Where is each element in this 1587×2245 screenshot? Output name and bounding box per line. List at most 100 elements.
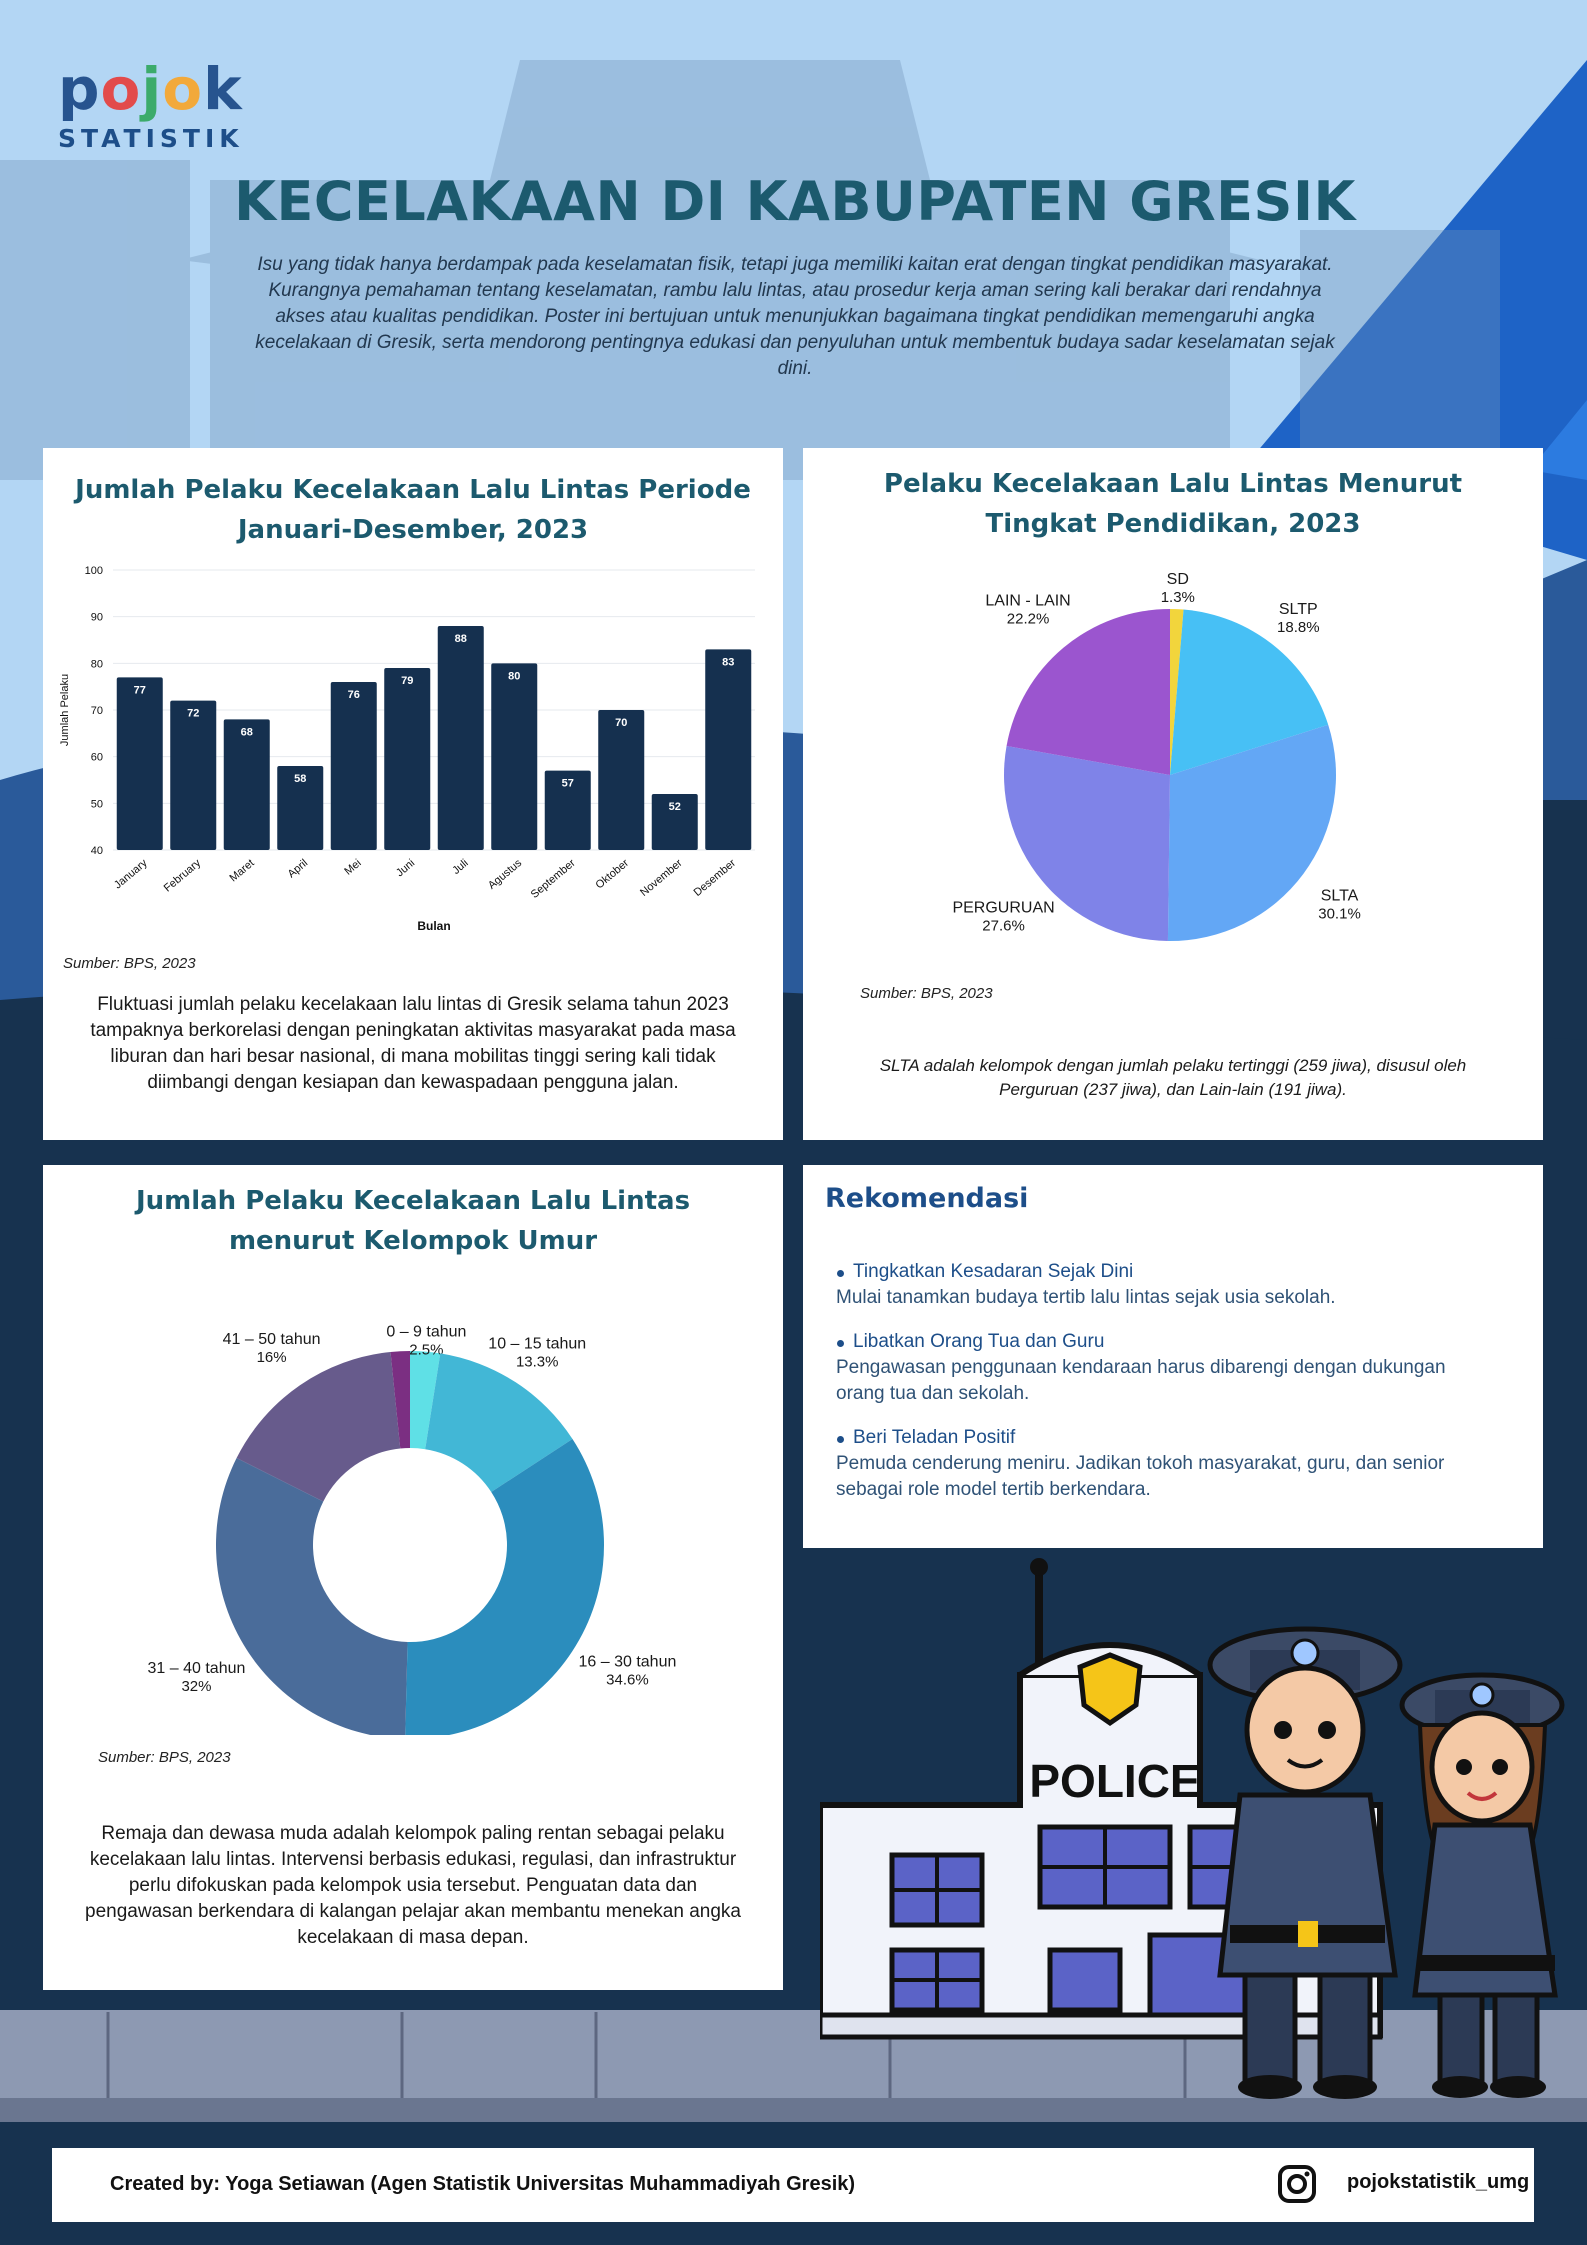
police-station-illustration: POLICE	[820, 1558, 1565, 2099]
bar-value-label: 77	[134, 684, 146, 696]
bar-ytick-label: 80	[91, 658, 103, 670]
bar	[705, 649, 752, 850]
bar-xtick-label: Maret	[227, 857, 256, 884]
bar-value-label: 52	[669, 801, 681, 813]
pie-chart-note: SLTA adalah kelompok dengan jumlah pelak…	[879, 1056, 1467, 1099]
badge-icon	[1077, 1652, 1143, 1727]
bar	[170, 700, 217, 850]
bar	[223, 719, 270, 850]
footer-credit: Created by: Yoga Setiawan (Agen Statisti…	[110, 2173, 856, 2195]
donut-slice	[425, 1353, 573, 1492]
bar-xtick-label: Desember	[692, 857, 739, 899]
pie-slice-label: SLTP	[1279, 601, 1318, 618]
recommendation-item-heading: Beri Teladan Positif	[823, 1425, 1483, 1451]
bar-ytick-label: 90	[91, 612, 103, 624]
pie-slice-label-pct: 22.2%	[1007, 611, 1050, 628]
recommendation-item: Libatkan Orang Tua dan Guru Pengawasan p…	[823, 1329, 1483, 1407]
recommendation-item: Beri Teladan Positif Pemuda cenderung me…	[823, 1425, 1483, 1503]
bar-chart-card: Jumlah Pelaku Kecelakaan Lalu Lintas Per…	[43, 448, 783, 1140]
donut-chart-card: Jumlah Pelaku Kecelakaan Lalu Lintas men…	[43, 1165, 783, 1990]
pie-chart-title: Pelaku Kecelakaan Lalu Lintas Menurut Ti…	[883, 469, 1463, 539]
bar	[330, 682, 377, 850]
officer-male	[1207, 1626, 1403, 2099]
bar	[598, 710, 645, 850]
bar	[116, 677, 163, 850]
donut-slice-label: 0 – 9 tahun	[386, 1324, 466, 1341]
bar-ytick-label: 40	[91, 845, 103, 857]
bar	[277, 766, 324, 850]
bar-ylabel: Jumlah Pelaku	[59, 674, 71, 746]
bar-xlabel: Bulan	[417, 919, 450, 933]
bar	[437, 626, 484, 850]
bar-value-label: 83	[722, 656, 734, 668]
bar-xtick-label: September	[529, 857, 578, 901]
bar-value-label: 70	[615, 717, 627, 729]
bar-chart-note: Fluktuasi jumlah pelaku kecelakaan lalu …	[90, 994, 736, 1093]
bar-xtick-label: February	[162, 857, 204, 895]
pie-slice	[1170, 609, 1329, 775]
bar-xtick-label: Juni	[394, 857, 417, 879]
bar	[491, 663, 538, 850]
bar-value-label: 72	[187, 708, 199, 720]
recommendation-card: Rekomendasi Tingkatkan Kesadaran Sejak D…	[803, 1165, 1543, 1548]
bar-value-label: 68	[241, 726, 253, 738]
bar-chart-source: Sumber: BPS, 2023	[63, 955, 196, 972]
donut-slice-label: 41 – 50 tahun	[223, 1331, 321, 1348]
donut-slice-label: 10 – 15 tahun	[488, 1336, 586, 1353]
recommendation-item-desc: Pemuda cenderung meniru. Jadikan tokoh m…	[836, 1453, 1445, 1500]
bar-ytick-label: 100	[85, 565, 103, 577]
donut-slice	[405, 1438, 604, 1735]
page-title: KECELAKAAN DI KABUPATEN GRESIK	[234, 170, 1356, 233]
donut-slice-label-pct: 34.6%	[606, 1671, 649, 1688]
bar-xtick-label: April	[286, 857, 311, 880]
donut-chart-note: Remaja dan dewasa muda adalah kelompok p…	[85, 1823, 741, 1948]
pojok-statistik-logo: pojok pojok STATISTIK	[58, 55, 244, 153]
bar-ytick-label: 50	[91, 798, 103, 810]
recommendation-item-heading: Tingkatkan Kesadaran Sejak Dini	[823, 1259, 1483, 1285]
pie-slice-label: SD	[1167, 571, 1189, 588]
donut-chart-title: Jumlah Pelaku Kecelakaan Lalu Lintas men…	[135, 1186, 691, 1256]
donut-chart-source: Sumber: BPS, 2023	[98, 1749, 231, 1766]
bar-value-label: 57	[562, 778, 574, 790]
pie-slice-label-pct: 18.8%	[1277, 619, 1320, 636]
bar-chart-title: Jumlah Pelaku Kecelakaan Lalu Lintas Per…	[75, 475, 751, 545]
officer-female	[1399, 1672, 1565, 2098]
instagram-handle[interactable]: pojokstatistik_umg	[1347, 2171, 1530, 2193]
donut-slice-label: 31 – 40 tahun	[148, 1660, 246, 1677]
intro-paragraph: Isu yang tidak hanya berdampak pada kese…	[255, 254, 1335, 379]
bar-xtick-label: Oktober	[593, 857, 631, 892]
recommendation-item-heading: Libatkan Orang Tua dan Guru	[823, 1329, 1483, 1355]
pie-chart-source: Sumber: BPS, 2023	[860, 985, 993, 1002]
pie-slice	[1006, 609, 1170, 775]
bar-xtick-label: November	[638, 857, 685, 899]
bar-ytick-label: 60	[91, 752, 103, 764]
bar-value-label: 79	[401, 675, 413, 687]
bar	[651, 794, 698, 850]
bar-value-label: 80	[508, 670, 520, 682]
pie-slice-label-pct: 1.3%	[1161, 589, 1195, 606]
donut-slice-label: 16 – 30 tahun	[579, 1653, 677, 1670]
donut-slice-label-pct: 16%	[257, 1349, 287, 1366]
footer-bar: Created by: Yoga Setiawan (Agen Statisti…	[52, 2148, 1534, 2222]
recommendation-item-desc: Pengawasan penggunaan kendaraan harus di…	[836, 1357, 1446, 1404]
logo-subtitle: STATISTIK	[58, 124, 244, 153]
pie-chart-card: Pelaku Kecelakaan Lalu Lintas Menurut Ti…	[803, 448, 1543, 1140]
pie-slice	[1167, 724, 1336, 941]
donut-slice	[216, 1458, 408, 1735]
pie-slice-label: LAIN - LAIN	[985, 593, 1070, 610]
recommendation-item-desc: Mulai tanamkan budaya tertib lalu lintas…	[836, 1287, 1336, 1308]
donut-slice-label-pct: 32%	[181, 1678, 211, 1695]
pie-slice-label-pct: 27.6%	[982, 918, 1025, 935]
pie-slice-label: PERGURUAN	[952, 900, 1054, 917]
bar-value-label: 76	[348, 689, 360, 701]
bar-xtick-label: Mei	[342, 857, 363, 878]
pie-slice-label: SLTA	[1321, 888, 1359, 905]
logo-wordmark: pojok pojok	[58, 55, 243, 123]
instagram-icon[interactable]	[1277, 2164, 1317, 2204]
donut-slice-label-pct: 2.5%	[409, 1342, 443, 1359]
bar	[384, 668, 431, 850]
bar-xtick-label: Agustus	[486, 857, 525, 892]
bar-ytick-label: 70	[91, 705, 103, 717]
